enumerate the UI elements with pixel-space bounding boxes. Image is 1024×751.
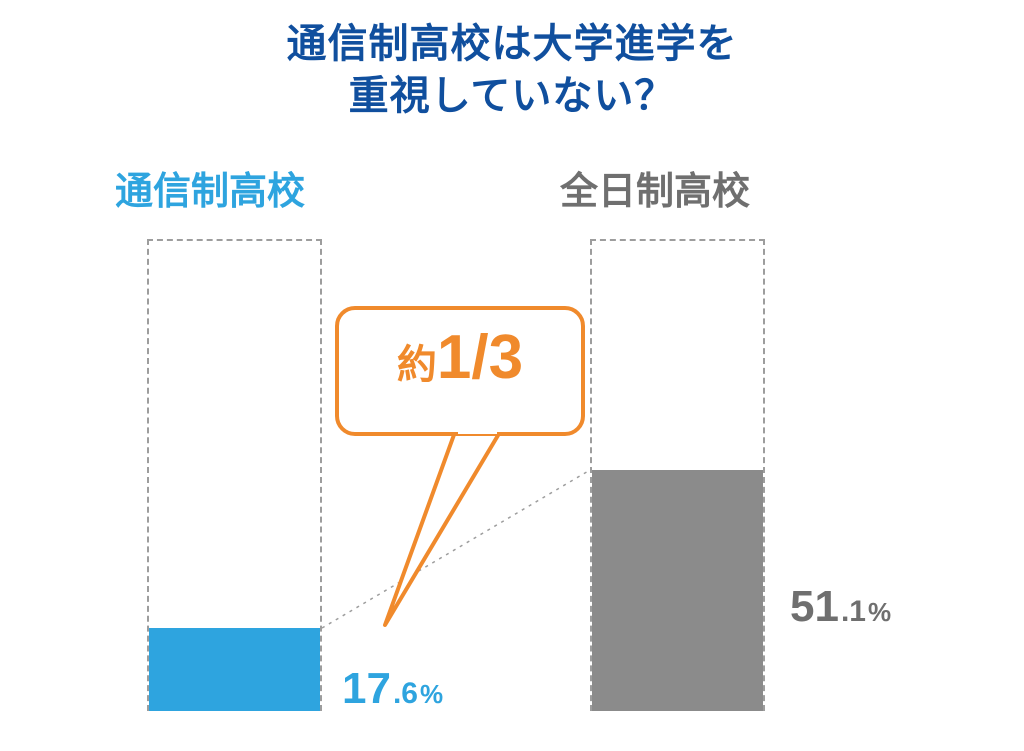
- callout-text: 約1/3: [335, 322, 585, 393]
- value-label-tsushin: 17.6%: [342, 664, 443, 714]
- value-label-zennichi: 51.1%: [790, 582, 891, 632]
- callout: 約1/3: [0, 0, 1024, 751]
